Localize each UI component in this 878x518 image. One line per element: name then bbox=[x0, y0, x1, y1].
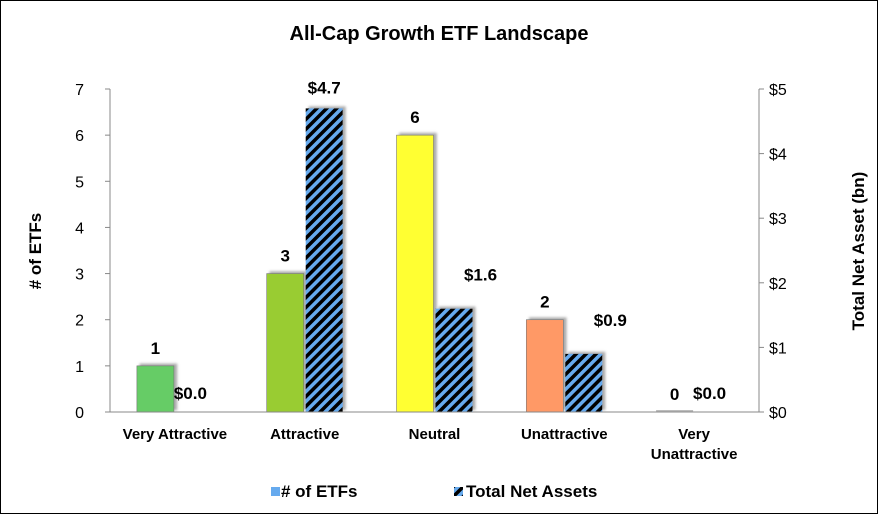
right-tick-label: $2 bbox=[769, 276, 787, 293]
bar-net-assets bbox=[565, 353, 603, 412]
left-tick-label: 5 bbox=[75, 174, 84, 191]
data-label-etf-count: 1 bbox=[151, 339, 160, 358]
data-label-etf-count: 2 bbox=[540, 293, 549, 312]
category-label: Attractive bbox=[270, 426, 339, 443]
bar-etf-count bbox=[266, 273, 305, 413]
data-label-etf-count: 6 bbox=[410, 108, 419, 127]
right-axis-title: Total Net Asset (bn) bbox=[849, 172, 868, 331]
legend-swatch-net-assets bbox=[454, 487, 463, 496]
category-label: Very Attractive bbox=[123, 426, 228, 443]
data-label-net-assets: $0.0 bbox=[693, 384, 726, 403]
right-tick-label: $4 bbox=[769, 147, 787, 164]
right-tick-label: $1 bbox=[769, 340, 787, 357]
bar-net-assets bbox=[435, 308, 473, 412]
category-label: Very bbox=[678, 426, 710, 443]
data-label-net-assets: $4.7 bbox=[308, 78, 341, 97]
legend-label-net-assets: Total Net Assets bbox=[466, 482, 597, 501]
data-label-net-assets: $1.6 bbox=[464, 266, 497, 285]
legend-label-etfs: # of ETFs bbox=[281, 482, 358, 501]
left-tick-label: 2 bbox=[75, 313, 84, 330]
category-labels: Very Attractive Attractive Neutral Unattrac… bbox=[123, 426, 738, 463]
left-tick-label: 6 bbox=[75, 128, 84, 145]
chart-title: All-Cap Growth ETF Landscape bbox=[290, 23, 589, 45]
data-label-net-assets: $0.9 bbox=[594, 311, 627, 330]
category-label: Unattractive bbox=[521, 426, 608, 443]
legend-swatch-etfs bbox=[271, 487, 280, 496]
category-label: Unattractive bbox=[651, 446, 738, 463]
legend: # of ETFs Total Net Assets bbox=[271, 482, 597, 501]
bar-etf-count bbox=[396, 134, 434, 413]
left-tick-label: 3 bbox=[75, 267, 84, 284]
right-tick-label: $0 bbox=[769, 405, 787, 422]
left-axis-title: # of ETFs bbox=[26, 213, 45, 290]
data-label-etf-count: 3 bbox=[280, 247, 289, 266]
data-label-net-assets: $0.0 bbox=[174, 384, 207, 403]
bar-etf-count bbox=[136, 365, 175, 413]
data-label-etf-count: 0 bbox=[670, 385, 679, 404]
bar-net-assets bbox=[305, 108, 343, 412]
right-tick-label: $5 bbox=[769, 82, 787, 99]
right-tick-label: $3 bbox=[769, 211, 787, 228]
left-tick-label: 0 bbox=[75, 405, 84, 422]
left-tick-label: 4 bbox=[75, 220, 84, 237]
left-axis-ticks: 0 1 2 3 4 5 6 7 bbox=[75, 82, 110, 422]
bars bbox=[136, 108, 694, 413]
category-label: Neutral bbox=[409, 426, 461, 443]
left-tick-label: 7 bbox=[75, 82, 84, 99]
right-axis-ticks: $0 $1 $2 $3 $4 $5 bbox=[759, 82, 787, 422]
data-labels: 1 $0.0 3 $4.7 6 $1.6 2 $0.9 0 $0.0 bbox=[151, 78, 726, 404]
left-tick-label: 1 bbox=[75, 359, 84, 376]
bar-etf-count bbox=[525, 319, 564, 413]
